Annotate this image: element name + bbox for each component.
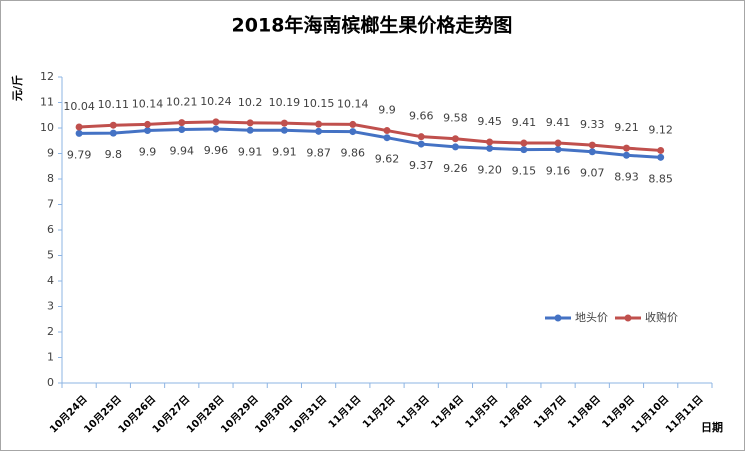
data-point <box>657 146 665 154</box>
data-point <box>417 140 425 148</box>
data-label: 9.62 <box>375 153 400 166</box>
data-point <box>178 126 186 134</box>
data-point <box>246 119 254 127</box>
data-point <box>554 145 562 153</box>
data-point <box>520 146 528 154</box>
data-point <box>280 126 288 134</box>
legend-label: 地头价 <box>575 311 608 324</box>
data-point <box>349 120 357 128</box>
data-point <box>109 129 117 137</box>
data-point <box>588 141 596 149</box>
data-point <box>554 139 562 147</box>
data-point <box>315 127 323 135</box>
data-point <box>417 133 425 141</box>
data-point <box>520 139 528 147</box>
data-point <box>451 143 459 151</box>
data-point <box>349 128 357 136</box>
y-axis-label: 元/斤 <box>10 75 24 101</box>
series-line <box>79 127 661 159</box>
data-label: 9.9 <box>139 146 157 159</box>
data-label: 10.14 <box>132 97 164 110</box>
y-tick-label: 10 <box>40 121 54 134</box>
data-label: 10.21 <box>166 96 198 109</box>
data-point <box>280 119 288 127</box>
data-label: 9.33 <box>580 118 605 131</box>
data-point <box>383 134 391 142</box>
y-tick-label: 5 <box>47 249 54 262</box>
y-tick-label: 9 <box>47 147 54 160</box>
data-label: 9.37 <box>409 159 434 172</box>
data-label: 9.91 <box>272 145 297 158</box>
data-label: 10.15 <box>303 97 335 110</box>
data-label: 8.93 <box>614 170 639 183</box>
data-label: 10.14 <box>337 97 369 110</box>
y-tick-label: 7 <box>47 198 54 211</box>
data-point <box>75 123 83 131</box>
data-label: 9.87 <box>306 146 331 159</box>
data-label: 9.79 <box>67 148 92 161</box>
data-point <box>212 118 220 126</box>
data-label: 9.26 <box>443 162 468 175</box>
data-point <box>178 119 186 127</box>
data-label: 9.8 <box>105 148 123 161</box>
data-point <box>109 121 117 129</box>
data-label: 9.15 <box>512 165 537 178</box>
data-label: 9.12 <box>648 123 673 136</box>
data-label: 10.11 <box>98 98 130 111</box>
data-label: 9.58 <box>443 112 468 125</box>
data-point <box>657 153 665 161</box>
y-tick-label: 12 <box>40 70 54 83</box>
x-axis-label: 日期 <box>701 420 723 434</box>
data-point <box>622 151 630 159</box>
data-label: 10.04 <box>63 100 95 113</box>
data-label: 9.9 <box>378 104 396 117</box>
legend-label: 收购价 <box>645 310 678 324</box>
data-point <box>246 126 254 134</box>
data-label: 9.16 <box>546 164 571 177</box>
y-tick-label: 11 <box>40 96 54 109</box>
data-label: 9.86 <box>341 147 366 160</box>
series-line <box>79 120 661 152</box>
y-tick-label: 3 <box>47 300 54 313</box>
data-point <box>144 120 152 128</box>
data-point <box>212 125 220 133</box>
data-label: 10.24 <box>200 95 232 108</box>
data-point <box>75 129 83 137</box>
data-label: 9.94 <box>169 145 194 158</box>
data-label: 9.91 <box>238 145 263 158</box>
data-point <box>486 144 494 152</box>
data-label: 9.45 <box>477 115 502 128</box>
data-point <box>315 120 323 128</box>
data-point <box>588 148 596 156</box>
y-tick-label: 6 <box>47 223 54 236</box>
data-label: 9.07 <box>580 167 605 180</box>
data-label: 10.2 <box>238 96 263 109</box>
data-point <box>144 127 152 135</box>
y-tick-label: 1 <box>47 351 54 364</box>
data-point <box>486 138 494 146</box>
legend-marker <box>554 314 562 322</box>
y-tick-label: 8 <box>47 172 54 185</box>
legend-marker <box>624 314 632 322</box>
data-label: 9.41 <box>546 116 571 129</box>
y-tick-label: 4 <box>47 274 54 287</box>
data-label: 9.66 <box>409 110 434 123</box>
data-label: 9.20 <box>477 163 502 176</box>
chart-title: 2018年海南槟榔生果价格走势图 <box>232 14 513 37</box>
y-tick-label: 2 <box>47 325 54 338</box>
data-point <box>451 135 459 143</box>
data-point <box>622 144 630 152</box>
data-point <box>383 127 391 135</box>
data-label: 9.41 <box>512 116 537 129</box>
data-label: 8.85 <box>648 172 673 185</box>
data-label: 9.96 <box>204 144 229 157</box>
data-label: 9.21 <box>614 121 639 134</box>
data-label: 10.19 <box>269 96 301 109</box>
y-tick-label: 0 <box>47 376 54 389</box>
